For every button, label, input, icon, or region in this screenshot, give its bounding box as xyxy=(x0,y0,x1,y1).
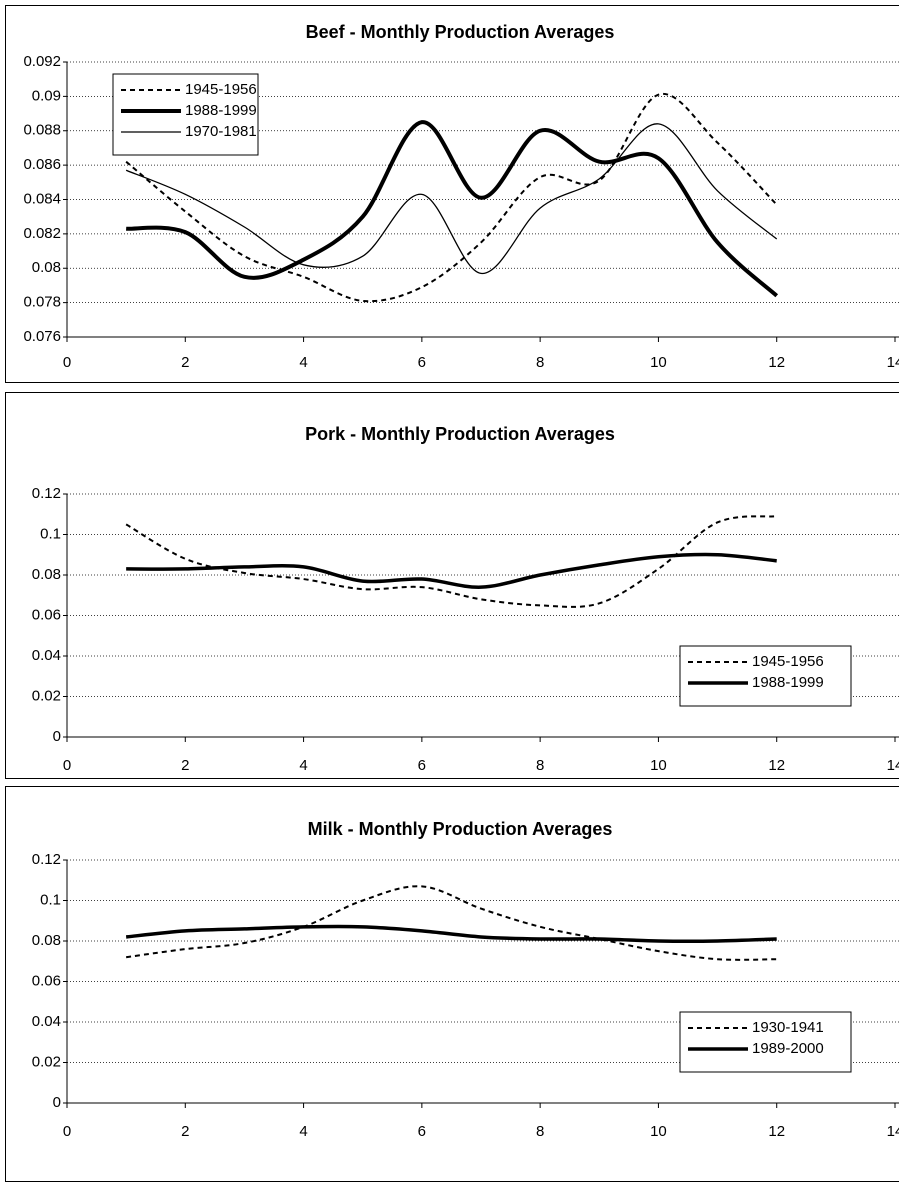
y-tick-label: 0.078 xyxy=(23,294,61,311)
legend-label: 1930-1941 xyxy=(752,1019,824,1036)
x-tick-label: 0 xyxy=(63,757,71,774)
y-tick-label: 0.04 xyxy=(32,1013,61,1030)
chart: Milk - Monthly Production Averages 0 0.02 0… xyxy=(5,786,899,1182)
chart-title: Pork - Monthly Production Averages xyxy=(305,424,615,444)
y-tick-label: 0.08 xyxy=(32,566,61,583)
x-tick-label: 12 xyxy=(768,757,785,774)
y-tick-label: 0.09 xyxy=(32,87,61,104)
x-tick-label: 6 xyxy=(418,354,426,371)
legend-box xyxy=(112,73,259,156)
y-tick-label: 0.076 xyxy=(23,328,61,345)
legend-label: 1945-1956 xyxy=(752,653,824,670)
y-tick-label: 0.06 xyxy=(32,606,61,623)
legend-box xyxy=(679,645,852,707)
y-tick-label: 0.084 xyxy=(23,190,61,207)
y-tick-label: 0.04 xyxy=(32,647,61,664)
y-tick-label: 0.1 xyxy=(40,891,61,908)
chart: Pork - Monthly Production Averages 0 0.02 0… xyxy=(5,392,899,779)
x-tick-label: 14 xyxy=(887,1123,899,1140)
y-tick-label: 0.08 xyxy=(32,259,61,276)
series-line xyxy=(125,123,778,275)
x-tick-label: 10 xyxy=(650,757,667,774)
x-tick-label: 2 xyxy=(181,757,189,774)
x-tick-label: 10 xyxy=(650,1123,667,1140)
x-tick-label: 8 xyxy=(536,1123,544,1140)
y-tick-label: 0.12 xyxy=(32,851,61,868)
y-tick-label: 0.08 xyxy=(32,932,61,949)
chart-title: Beef - Monthly Production Averages xyxy=(306,22,615,42)
y-tick-label: 0.086 xyxy=(23,156,61,173)
y-tick-label: 0.12 xyxy=(32,485,61,502)
y-tick-label: 0 xyxy=(53,1094,61,1111)
x-tick-label: 14 xyxy=(887,757,899,774)
y-tick-label: 0 xyxy=(53,728,61,745)
y-tick-label: 0.088 xyxy=(23,122,61,139)
x-tick-label: 14 xyxy=(887,354,899,371)
series-line xyxy=(125,515,777,608)
x-tick-label: 4 xyxy=(299,354,307,371)
x-tick-label: 8 xyxy=(536,757,544,774)
legend-label: 1989-2000 xyxy=(752,1040,824,1057)
y-tick-label: 0.02 xyxy=(32,1053,61,1070)
chart-frame xyxy=(5,786,899,1182)
series-line xyxy=(125,92,778,303)
x-tick-label: 6 xyxy=(418,1123,426,1140)
series-line xyxy=(126,552,777,589)
y-tick-label: 0.082 xyxy=(23,225,61,242)
x-tick-label: 2 xyxy=(181,1123,189,1140)
y-tick-label: 0.092 xyxy=(23,53,61,70)
x-tick-label: 8 xyxy=(536,354,544,371)
y-tick-label: 0.02 xyxy=(32,687,61,704)
chart: Beef - Monthly Production Averages0.0760… xyxy=(5,5,899,383)
x-tick-label: 10 xyxy=(650,354,667,371)
chart-frame xyxy=(5,5,899,383)
series-line xyxy=(126,885,777,961)
x-tick-label: 0 xyxy=(63,354,71,371)
y-tick-label: 0.06 xyxy=(32,972,61,989)
legend-box xyxy=(679,1011,852,1073)
chart-title: Milk - Monthly Production Averages xyxy=(308,819,613,839)
series-line xyxy=(125,924,777,944)
x-tick-label: 2 xyxy=(181,354,189,371)
legend-label: 1970-1981 xyxy=(185,123,257,140)
x-tick-label: 4 xyxy=(299,757,307,774)
x-tick-label: 12 xyxy=(768,354,785,371)
legend-label: 1945-1956 xyxy=(185,81,257,98)
legend-label: 1988-1999 xyxy=(752,674,824,691)
x-tick-label: 4 xyxy=(299,1123,307,1140)
x-tick-label: 0 xyxy=(63,1123,71,1140)
x-tick-label: 6 xyxy=(418,757,426,774)
x-tick-label: 12 xyxy=(768,1123,785,1140)
legend-label: 1988-1999 xyxy=(185,102,257,119)
series-line xyxy=(126,120,779,298)
y-tick-label: 0.1 xyxy=(40,525,61,542)
